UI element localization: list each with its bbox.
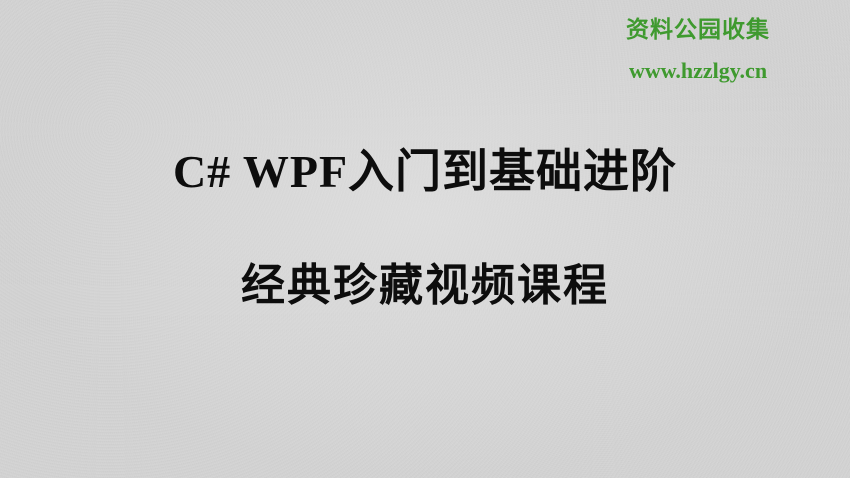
watermark-site-name: 资料公园收集: [626, 17, 770, 43]
watermark: 资料公园收集 www.hzzlgy.cn: [568, 14, 828, 86]
title-block: C# WPF入门到基础进阶 经典珍藏视频课程: [0, 142, 850, 316]
course-title: C# WPF入门到基础进阶: [172, 146, 678, 197]
course-subtitle: 经典珍藏视频课程: [241, 260, 609, 311]
watermark-url: www.hzzlgy.cn: [628, 58, 768, 83]
